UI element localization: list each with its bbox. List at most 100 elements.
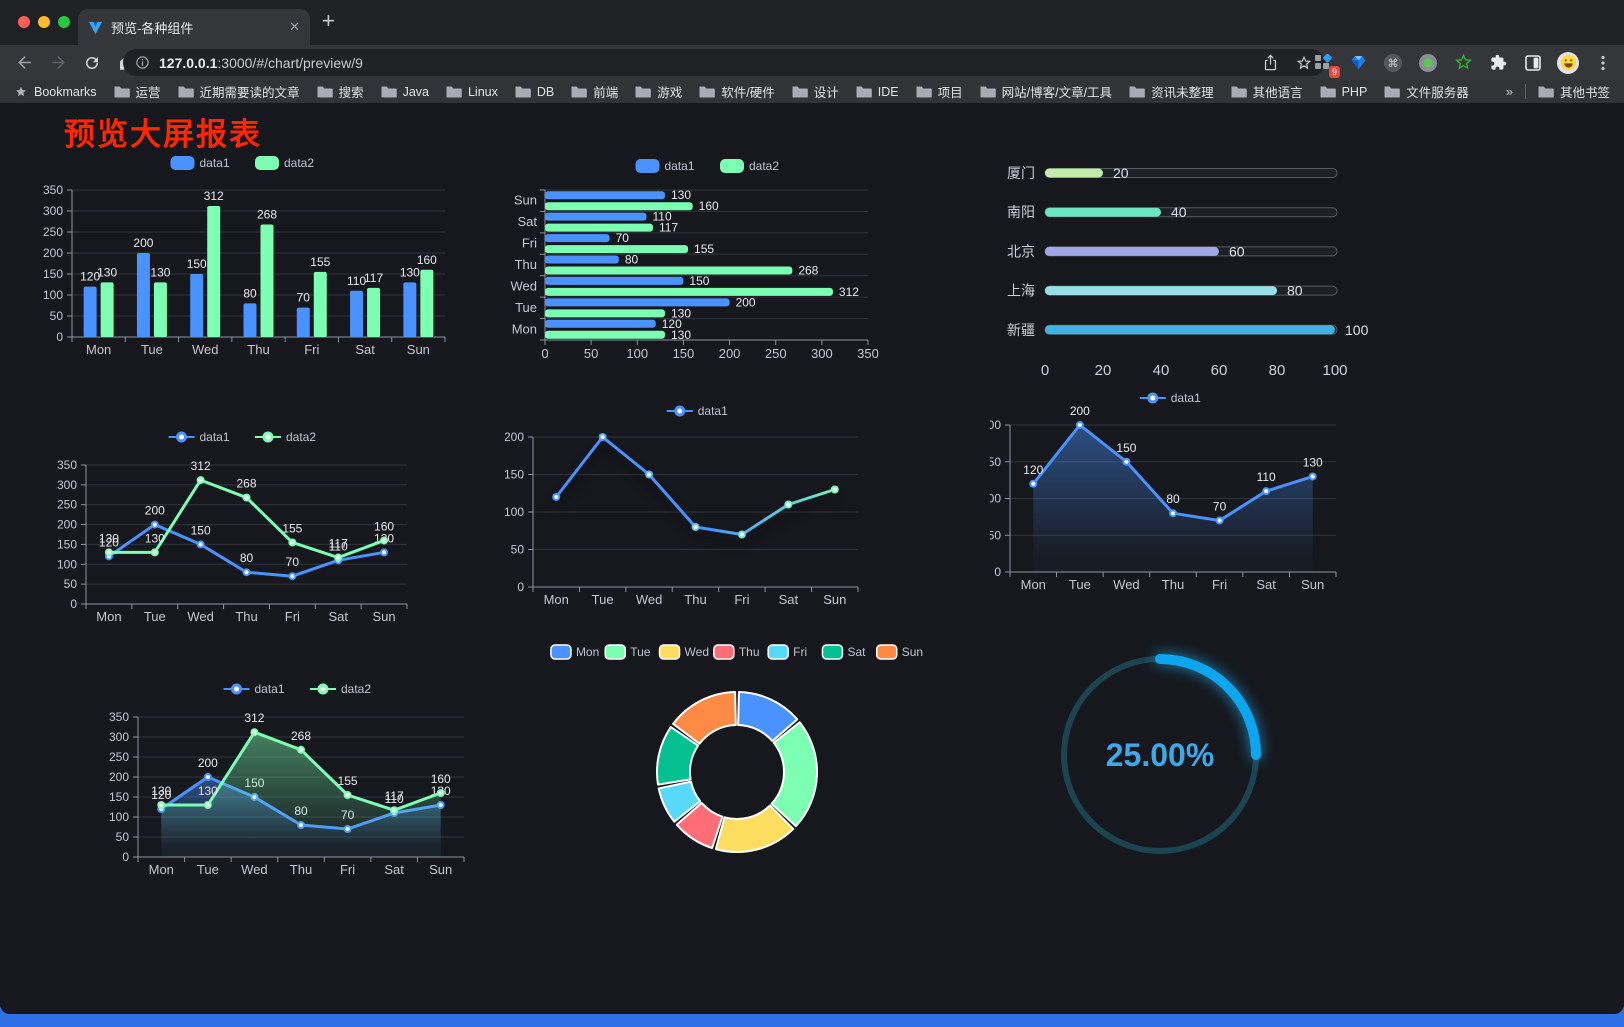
svg-text:Fri: Fri xyxy=(734,592,749,607)
bookmark-folder[interactable]: 运营 xyxy=(114,82,161,101)
svg-text:100: 100 xyxy=(57,557,77,571)
bookmark-folder[interactable]: 设计 xyxy=(792,82,839,101)
bookmark-folder[interactable]: 项目 xyxy=(916,82,963,101)
browser-tab[interactable]: 预览-各种组件 ✕ xyxy=(78,9,310,45)
chart-grouped-bar[interactable]: data1 data2 0 50 100 150 200 250 300 350 Mon Tue Wed… xyxy=(40,145,460,370)
address-bar[interactable]: 127.0.0.1:3000/#/chart/preview/9 xyxy=(123,49,1325,76)
chart-area-single[interactable]: data1 0 50 100 150 200 Mon Tue Wed Thu Fri Sat Sun 12… xyxy=(990,390,1390,602)
menu-icon[interactable] xyxy=(1592,52,1614,74)
new-tab-button[interactable]: + xyxy=(322,8,335,33)
bookmark-folder[interactable]: 文件服务器 xyxy=(1384,82,1469,101)
svg-text:117: 117 xyxy=(364,271,383,285)
svg-text:250: 250 xyxy=(43,225,63,239)
svg-text:130: 130 xyxy=(1303,455,1323,469)
bookmark-folder[interactable]: Linux xyxy=(446,82,498,101)
bookmark-folder[interactable]: 软件/硬件 xyxy=(699,82,775,101)
bookmark-folder[interactable]: 近期需要读的文章 xyxy=(178,82,300,101)
gem-icon[interactable] xyxy=(1347,52,1369,74)
chart-grouped-horizontal-bar[interactable]: data1 data2 Sun Sat Fri Thu Wed Tue Mon 0 50 100 150… xyxy=(505,145,920,373)
puzzle-icon[interactable] xyxy=(1487,52,1509,74)
svg-text:300: 300 xyxy=(109,730,129,744)
green-star-icon[interactable] xyxy=(1452,52,1474,74)
bookmark-folder[interactable]: 网站/博客/文章/工具 xyxy=(980,82,1112,101)
svg-text:上海: 上海 xyxy=(1007,283,1035,299)
bookmark-folder[interactable]: 游戏 xyxy=(635,82,682,101)
chart-line-gradient[interactable]: data1 0 50 100 150 200 Mon Tue Wed Thu Fri Sat Sun xyxy=(505,395,905,623)
svg-text:150: 150 xyxy=(1116,441,1136,455)
bookmarks-label: Bookmarks xyxy=(34,84,97,99)
svg-text:60: 60 xyxy=(1211,362,1228,379)
svg-text:Sat: Sat xyxy=(847,645,866,659)
bookmark-label: 项目 xyxy=(937,86,963,100)
svg-text:80: 80 xyxy=(625,253,639,267)
bookmark-folder[interactable]: 搜索 xyxy=(317,82,364,101)
svg-text:0: 0 xyxy=(517,580,524,594)
svg-text:Fri: Fri xyxy=(285,609,300,624)
bookmarks-root[interactable]: Bookmarks xyxy=(14,85,97,99)
split-view-icon[interactable] xyxy=(1522,52,1544,74)
bookmark-label: Linux xyxy=(467,84,498,99)
svg-text:200: 200 xyxy=(57,518,77,532)
svg-text:Fri: Fri xyxy=(1212,577,1227,592)
svg-text:Sat: Sat xyxy=(355,342,375,357)
bookmark-label: PHP xyxy=(1341,84,1368,99)
chart-line-two-series[interactable]: data1 data2 0 50 100 150 200 250 300 350 Mon Tue Wed… xyxy=(45,428,455,643)
svg-text:130: 130 xyxy=(145,531,165,545)
other-bookmarks[interactable]: 其他书签 xyxy=(1538,82,1610,101)
chart-donut[interactable]: Mon Tue Wed Thu Fri Sat Sun xyxy=(545,640,935,875)
bookmark-folder[interactable]: Java xyxy=(381,82,429,101)
divider xyxy=(1524,84,1526,99)
svg-text:160: 160 xyxy=(417,253,437,267)
record-dot-icon[interactable] xyxy=(1417,52,1439,74)
bookmark-folder[interactable]: 前端 xyxy=(571,82,618,101)
forward-icon[interactable] xyxy=(46,51,70,75)
svg-text:Thu: Thu xyxy=(1162,577,1184,592)
bookmarks-overflow-icon[interactable]: » xyxy=(1505,84,1513,99)
tab-close-icon[interactable]: ✕ xyxy=(289,19,300,34)
bookmark-star-icon[interactable] xyxy=(1295,54,1313,72)
svg-text:100: 100 xyxy=(43,288,63,302)
bookmark-folder[interactable]: DB xyxy=(515,82,554,101)
bookmark-label: 其他语言 xyxy=(1252,86,1303,100)
extension-grid-icon[interactable]: 9 xyxy=(1312,52,1340,78)
page-info-icon[interactable] xyxy=(135,55,150,70)
minimize-window-button[interactable] xyxy=(38,16,50,28)
svg-text:Sun: Sun xyxy=(902,645,923,659)
toolbar: 127.0.0.1:3000/#/chart/preview/9 9 ⌘ xyxy=(0,45,1624,80)
folder-icon xyxy=(980,85,996,98)
svg-text:150: 150 xyxy=(191,523,211,537)
svg-text:Tue: Tue xyxy=(630,645,651,659)
svg-text:Mon: Mon xyxy=(544,592,569,607)
command-icon[interactable]: ⌘ xyxy=(1382,52,1404,74)
bookmark-label: 资讯未整理 xyxy=(1151,86,1214,100)
svg-text:130: 130 xyxy=(198,784,218,798)
chart-area-two-series[interactable]: data1 data2 0 50 100 150 200 250 300 350 Mon Tue Wed… xyxy=(100,680,500,892)
svg-text:117: 117 xyxy=(385,789,404,803)
back-icon[interactable] xyxy=(12,51,36,75)
svg-text:Tue: Tue xyxy=(592,592,614,607)
fullscreen-window-button[interactable] xyxy=(58,16,70,28)
profile-avatar[interactable] xyxy=(1557,51,1579,74)
svg-text:70: 70 xyxy=(297,291,311,305)
svg-text:Sat: Sat xyxy=(384,862,404,877)
bookmark-folder[interactable]: PHP xyxy=(1320,82,1368,101)
bookmark-folder[interactable]: IDE xyxy=(856,82,899,101)
svg-text:40: 40 xyxy=(1171,204,1187,220)
svg-text:Thu: Thu xyxy=(739,645,760,659)
bookmark-folder[interactable]: 资讯未整理 xyxy=(1129,82,1214,101)
svg-text:Tue: Tue xyxy=(141,342,163,357)
svg-text:268: 268 xyxy=(257,207,277,221)
close-window-button[interactable] xyxy=(18,16,30,28)
share-icon[interactable] xyxy=(1262,53,1279,72)
svg-text:100: 100 xyxy=(626,346,648,361)
svg-text:25.00%: 25.00% xyxy=(1106,737,1215,773)
chart-gauge[interactable]: 25.00% xyxy=(1040,640,1280,872)
bookmark-label: 游戏 xyxy=(657,86,683,100)
svg-text:Mon: Mon xyxy=(96,609,121,624)
reload-icon[interactable] xyxy=(80,51,104,75)
svg-text:50: 50 xyxy=(116,830,130,844)
svg-text:130: 130 xyxy=(671,306,691,320)
bookmark-folder[interactable]: 其他语言 xyxy=(1231,82,1303,101)
chart-progress-bars[interactable]: 厦门 20 南阳 40 北京 60 上海 80 新疆 100 0 20 40 60 80 100 xyxy=(990,145,1390,390)
